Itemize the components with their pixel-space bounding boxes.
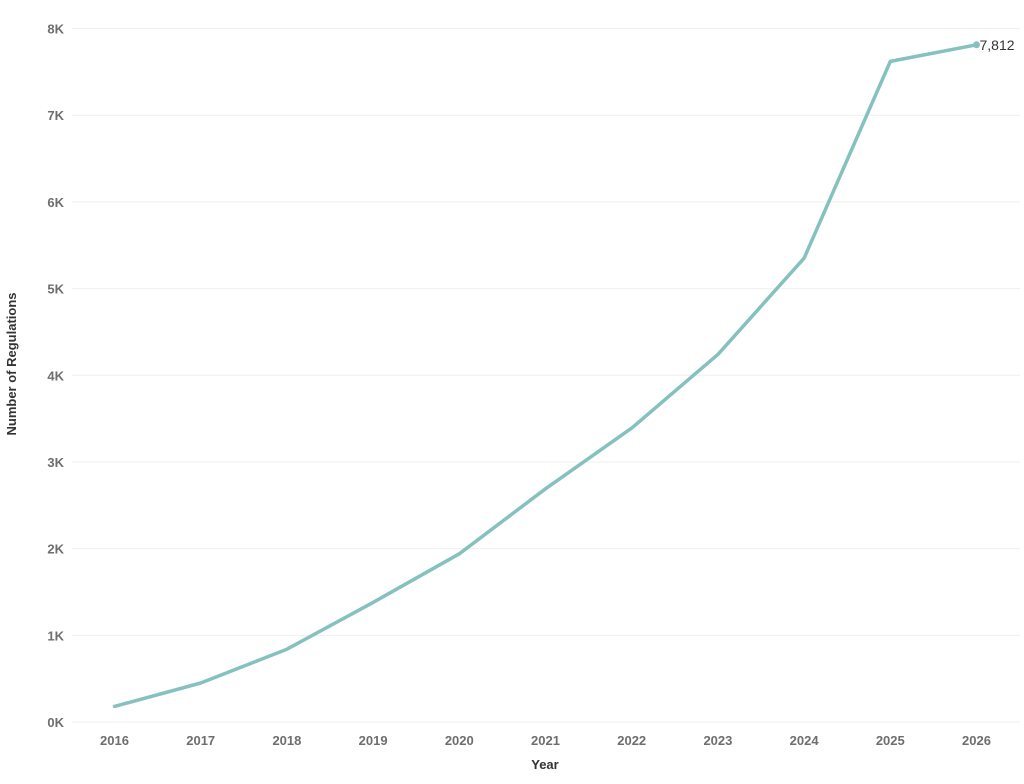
x-tick-label: 2022 (617, 733, 646, 748)
y-axis-title: Number of Regulations (4, 292, 19, 435)
x-tick-label: 2023 (703, 733, 732, 748)
x-tick-label: 2016 (100, 733, 129, 748)
x-tick-label: 2020 (445, 733, 474, 748)
y-tick-label: 1K (47, 628, 64, 643)
y-tick-label: 6K (47, 195, 64, 210)
x-axis-ticks: 2016 2017 2018 2019 2020 2021 2022 2023 2024 2025… (100, 733, 991, 748)
y-tick-label: 8K (47, 22, 64, 37)
series-line-0 (112, 43, 979, 709)
y-axis-ticks: 0K 1K 2K 3K 4K 5K 6K 7K 8K (47, 22, 64, 731)
x-tick-label: 2019 (359, 733, 388, 748)
y-tick-label: 2K (47, 542, 64, 557)
y-tick-label: 4K (47, 368, 64, 383)
x-tick-label: 2018 (272, 733, 301, 748)
y-tick-label: 5K (47, 282, 64, 297)
x-axis-title: Year (531, 757, 558, 772)
y-tick-label: 7K (47, 108, 64, 123)
y-tick-label: 3K (47, 455, 64, 470)
x-tick-label: 2025 (876, 733, 905, 748)
x-tick-label: 2024 (790, 733, 820, 748)
y-tick-label: 0K (47, 715, 64, 730)
series-layer (112, 43, 979, 709)
data-label: 7,812 (980, 37, 1015, 53)
x-tick-label: 2021 (531, 733, 560, 748)
annotations: 7,812 (973, 37, 1015, 53)
x-tick-label: 2026 (962, 733, 991, 748)
end-point-marker (973, 41, 980, 49)
gridlines (72, 28, 1020, 723)
x-tick-label: 2017 (186, 733, 215, 748)
